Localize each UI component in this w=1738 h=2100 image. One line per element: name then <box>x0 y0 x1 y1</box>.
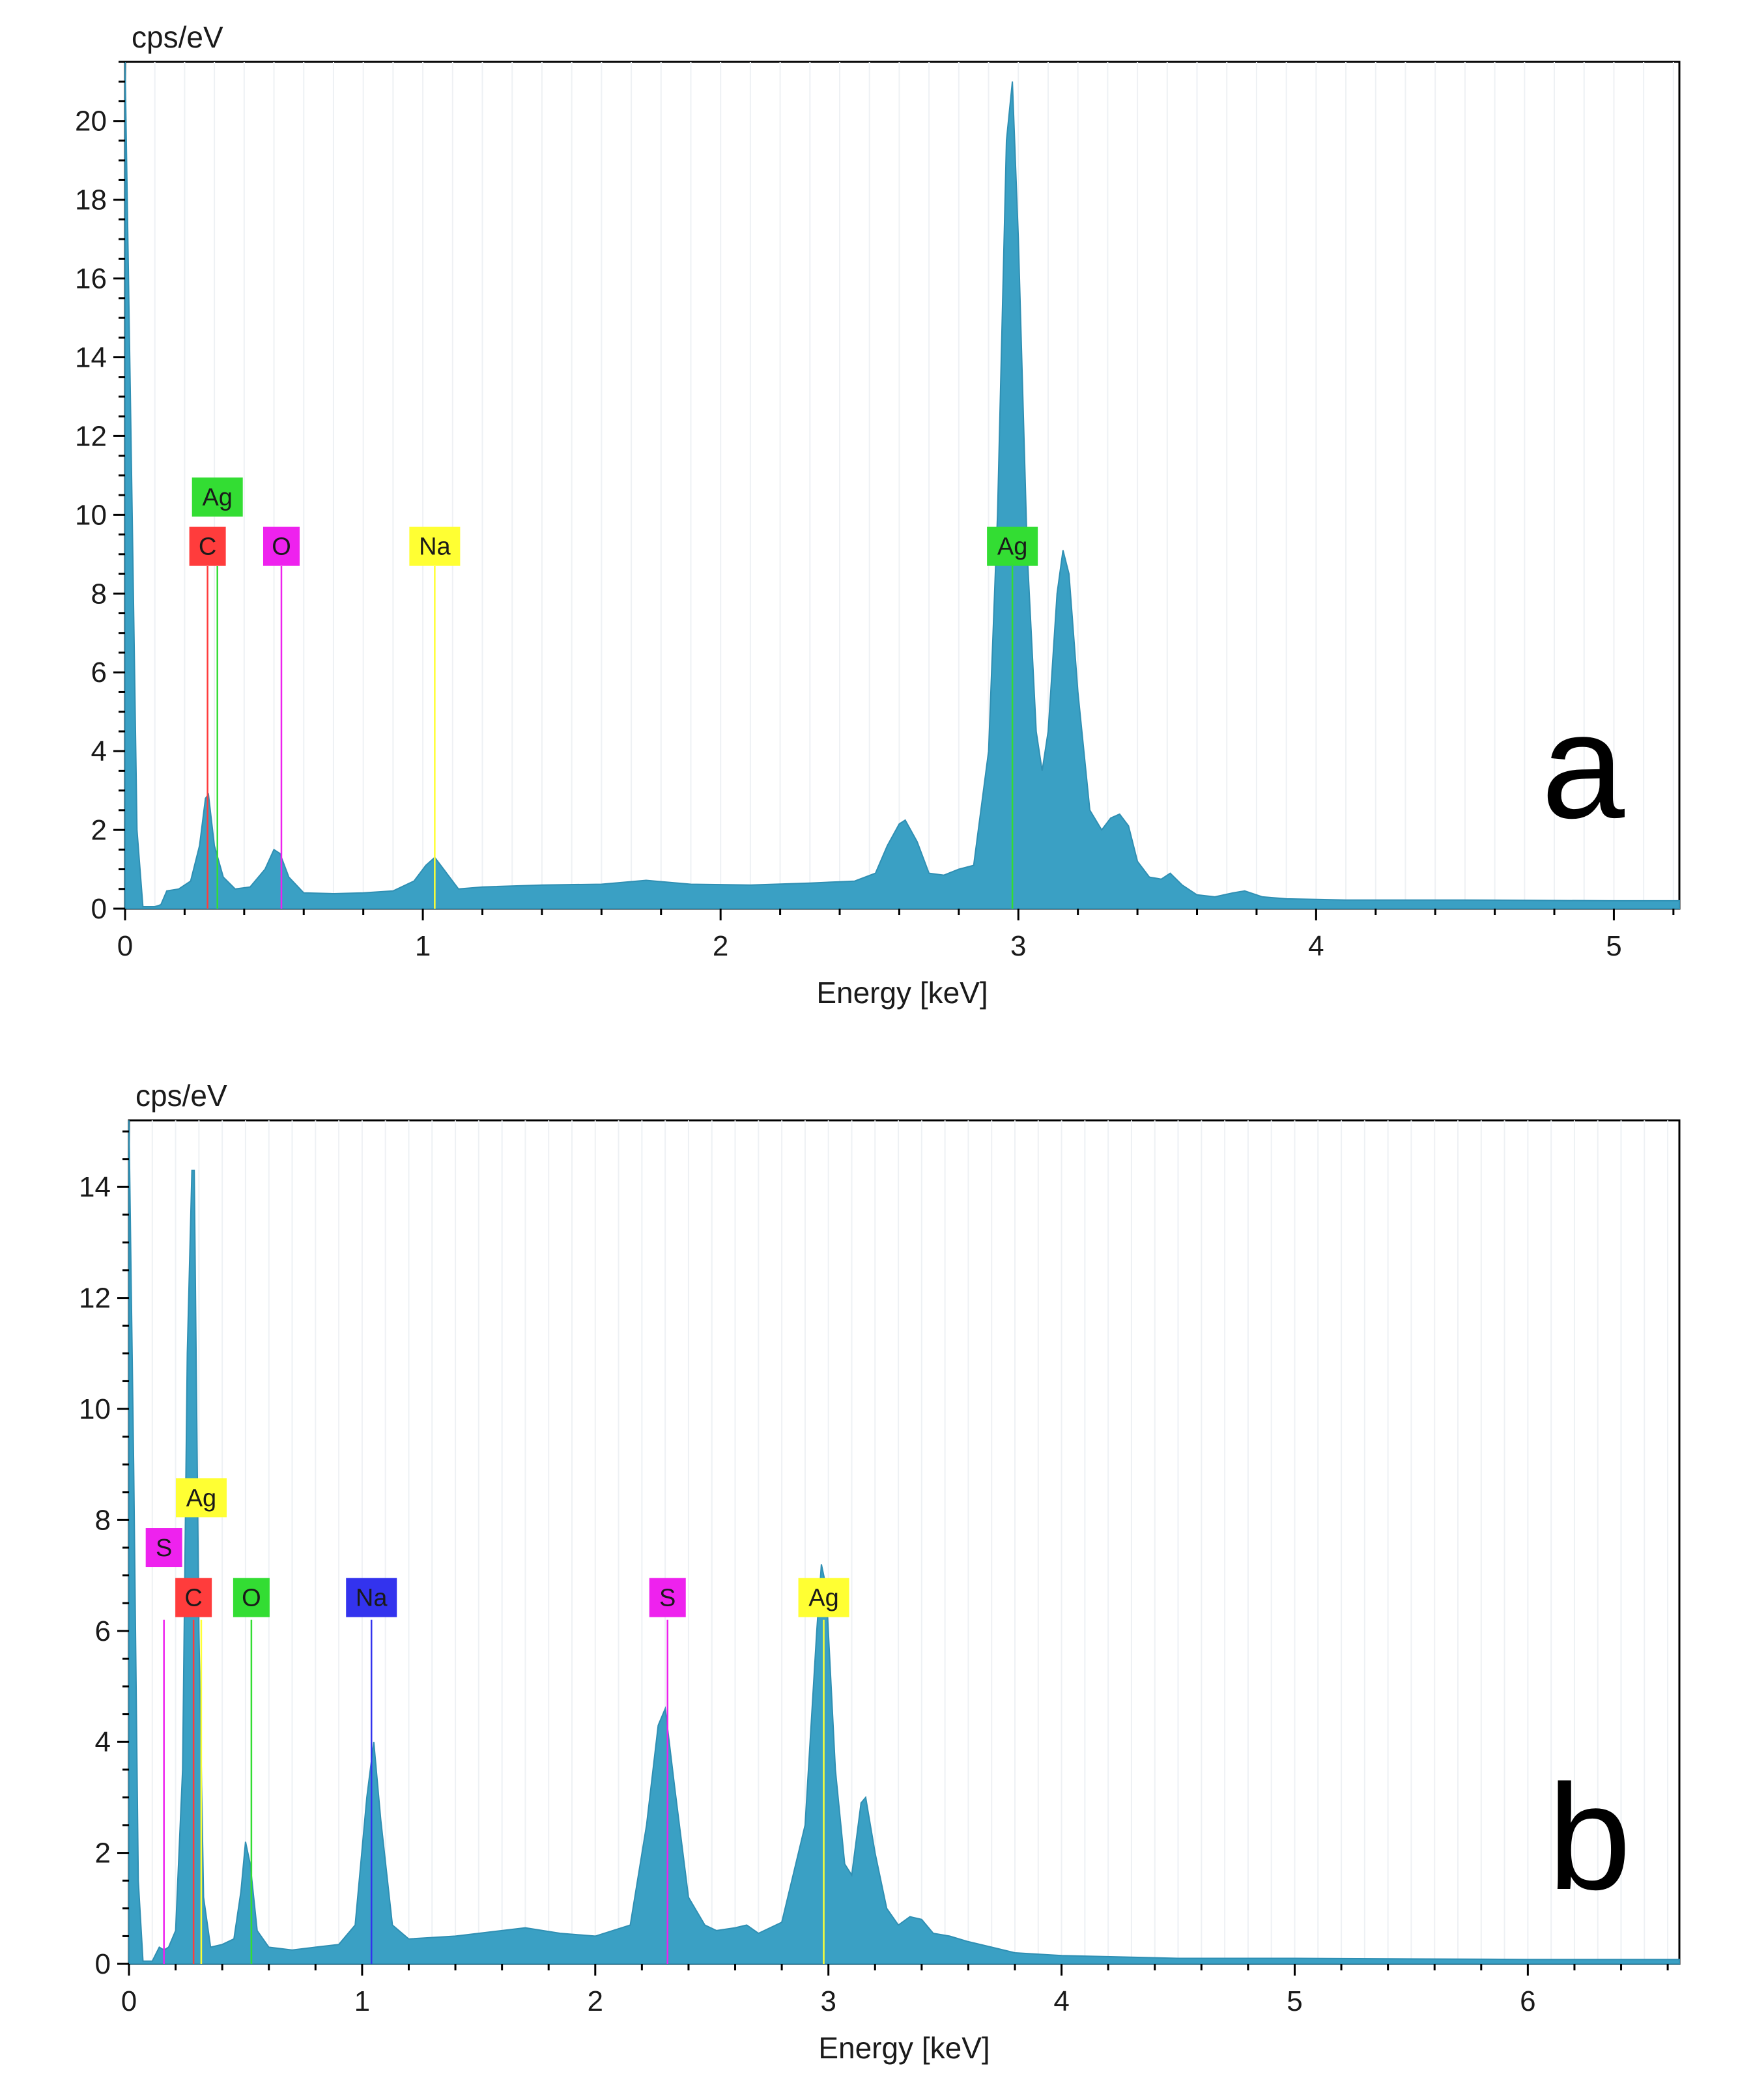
spectrum-area <box>124 61 1680 909</box>
y-tick-label: 6 <box>95 1615 111 1647</box>
y-tick-label: 12 <box>79 1283 111 1314</box>
y-tick-label: 0 <box>91 893 107 925</box>
y-tick-label: 8 <box>91 578 107 610</box>
y-tick-label: 14 <box>75 341 107 373</box>
x-tick-label: 4 <box>1308 930 1324 962</box>
x-tick-label: 4 <box>1053 1985 1069 2017</box>
element-label-s: S <box>659 1585 676 1612</box>
x-tick-label: 1 <box>354 1985 370 2017</box>
x-tick-label: 2 <box>713 930 728 962</box>
y-axis-label: cps/eV <box>135 1079 227 1113</box>
x-tick-label: 3 <box>1010 930 1026 962</box>
y-tick-label: 14 <box>79 1171 111 1203</box>
x-tick-label: 2 <box>588 1985 603 2017</box>
y-tick-label: 10 <box>79 1393 111 1425</box>
element-label-ag: Ag <box>186 1484 216 1512</box>
x-tick-label: 3 <box>820 1985 836 2017</box>
x-tick-label: 1 <box>415 930 431 962</box>
y-tick-label: 8 <box>95 1504 111 1536</box>
y-tick-label: 12 <box>75 420 107 452</box>
element-label-box-s <box>649 1578 686 1617</box>
element-label-box-ag <box>798 1578 849 1617</box>
y-tick-label: 20 <box>75 106 107 137</box>
y-tick-label: 2 <box>91 814 107 846</box>
element-label-c: C <box>199 533 216 561</box>
element-label-box-ag <box>175 1478 227 1518</box>
spectrum-area <box>128 1120 1680 1965</box>
y-tick-label: 6 <box>91 657 107 688</box>
element-label-box-o <box>233 1578 270 1617</box>
element-label-na: Na <box>356 1585 388 1612</box>
x-tick-label: 5 <box>1287 1985 1302 2017</box>
element-label-c: C <box>184 1585 202 1612</box>
y-axis-label: cps/eV <box>132 20 223 54</box>
element-label-box-c <box>175 1578 212 1617</box>
y-tick-label: 4 <box>91 735 107 767</box>
x-tick-label: 5 <box>1606 930 1621 962</box>
element-label-o: O <box>272 533 291 561</box>
element-label-ag: Ag <box>997 533 1027 561</box>
panel-label: a <box>1541 682 1625 849</box>
plot-frame <box>124 61 1681 910</box>
element-label-na: Na <box>419 533 451 561</box>
element-label-o: O <box>242 1585 261 1612</box>
y-tick-label: 0 <box>95 1948 111 1980</box>
element-label-box-ag <box>987 526 1038 566</box>
panel-label: b <box>1548 1753 1631 1921</box>
element-label-box-c <box>189 526 226 566</box>
element-label-box-ag <box>192 477 243 517</box>
x-tick-label: 0 <box>121 1985 137 2017</box>
y-tick-label: 10 <box>75 499 107 531</box>
x-axis-label: Energy [keV] <box>818 2031 990 2065</box>
element-label-box-na <box>346 1578 397 1617</box>
plot-frame <box>128 1119 1681 1965</box>
element-label-box-na <box>409 526 461 566</box>
y-tick-label: 18 <box>75 184 107 216</box>
element-label-s: S <box>156 1535 172 1562</box>
x-axis-label: Energy [keV] <box>816 976 988 1010</box>
x-tick-label: 6 <box>1520 1985 1535 2017</box>
element-label-box-o <box>263 526 300 566</box>
element-label-ag: Ag <box>808 1585 838 1612</box>
y-tick-label: 4 <box>95 1726 111 1758</box>
y-tick-label: 2 <box>95 1838 111 1869</box>
x-tick-label: 0 <box>117 930 133 962</box>
element-label-ag: Ag <box>202 484 232 511</box>
element-label-box-s <box>145 1528 182 1568</box>
y-tick-label: 16 <box>75 263 107 295</box>
